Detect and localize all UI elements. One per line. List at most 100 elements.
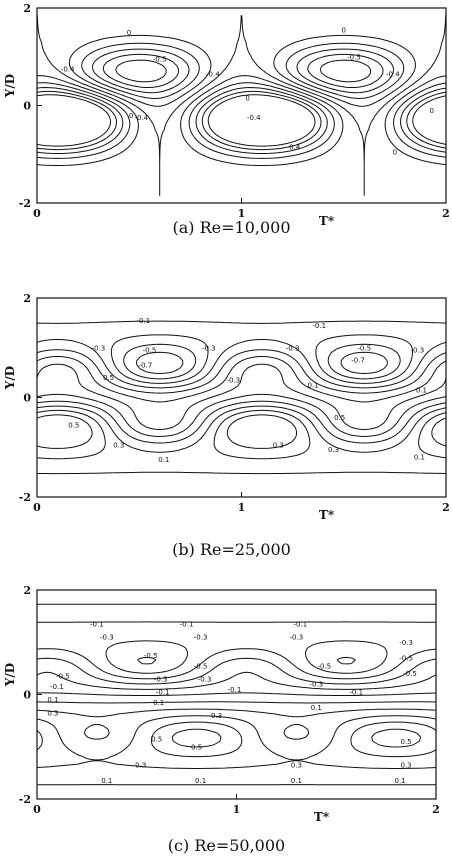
contour-line <box>37 82 446 159</box>
contour-value-label: 0.5 <box>191 743 202 751</box>
contour-value-label: 0.1 <box>395 777 406 785</box>
contour-value-label: -0.5 <box>347 53 361 61</box>
contour-value-label: -0.5 <box>357 344 371 352</box>
y-tick-label: -2 <box>19 197 31 210</box>
x-tick-label: 0 <box>33 803 41 816</box>
plot-frame <box>36 297 447 498</box>
contour-line <box>105 640 388 674</box>
contour-value-label: -0.3 <box>411 347 425 355</box>
contour-value-label: 0.5 <box>151 735 162 743</box>
contour-value-label: 0 <box>245 95 249 103</box>
contour-value-label: -0.3 <box>290 634 304 642</box>
contour-value-label: 0.1 <box>158 456 169 464</box>
contour-value-label: 0.1 <box>47 696 58 704</box>
contour-line <box>37 708 436 786</box>
contour-value-label: -0.4 <box>247 114 261 122</box>
contour-value-label: -0.1 <box>156 688 170 696</box>
contour-value-label: 0 <box>342 26 346 34</box>
contour-line <box>81 42 405 99</box>
contour-value-label: -0.1 <box>90 620 104 628</box>
contour-line <box>37 94 446 147</box>
contour-value-label: -0.4 <box>206 70 220 78</box>
contour-line <box>37 75 446 166</box>
contour-line <box>37 400 446 444</box>
contour-lines <box>37 15 446 196</box>
contour-value-label: 0.1 <box>195 777 206 785</box>
x-tick-label: 2 <box>442 207 450 220</box>
contour-value-label: -0.3 <box>154 675 168 683</box>
contour-value-label: 0.3 <box>47 709 58 717</box>
x-tick-label: 0 <box>33 501 41 514</box>
contour-line <box>37 87 446 154</box>
y-tick-label: -2 <box>19 491 31 504</box>
contour-value-label: 0.1 <box>291 777 302 785</box>
panel-caption: (c) Re=50,000 <box>168 836 285 855</box>
contour-value-label: 0.1 <box>101 777 112 785</box>
contour-value-label: -0.5 <box>56 673 70 681</box>
contour-line <box>171 728 421 748</box>
contour-value-label: 0.4 <box>289 143 301 151</box>
contour-value-label: 0.3 <box>401 762 412 770</box>
contour-value-label: 0.1 <box>153 699 164 707</box>
contour-line <box>37 715 436 769</box>
y-tick-label: 2 <box>23 2 31 15</box>
contour-value-label: 0.3 <box>328 446 339 454</box>
contour-value-label: -0.5 <box>143 347 157 355</box>
contour-value-label: 0 <box>429 107 433 115</box>
x-axis-label: T* <box>319 214 335 228</box>
x-tick-label: 2 <box>432 803 440 816</box>
contour-value-label: -0.7 <box>139 362 153 370</box>
contour-line <box>37 405 446 475</box>
contour-value-label: -0.4 <box>134 114 148 122</box>
contour-line <box>37 671 436 690</box>
y-tick-label: 2 <box>23 292 31 305</box>
contour-value-label: -0.5 <box>144 652 158 660</box>
contour-panel-2: 0 1 220-2T*Y/D-0.1-0.1-0.3 -0.5-0.7-0.3 -0.3… <box>3 292 450 559</box>
contour-line <box>37 393 446 437</box>
contour-line <box>37 409 446 460</box>
contour-panel-1: 0 1 220-2T*Y/D0-0.4-0.5-0.4-0.4000-0.5-0.4… <box>3 2 450 237</box>
contour-value-label: 0.3 <box>135 762 146 770</box>
contour-value-label: -0.5 <box>153 56 167 64</box>
x-tick-label: 0 <box>33 207 41 220</box>
contour-line <box>92 48 395 94</box>
contour-line <box>37 692 436 696</box>
contour-value-label: 0.5 <box>334 414 345 422</box>
contour-lines <box>37 603 436 786</box>
contour-value-label: -0.4 <box>61 65 75 73</box>
y-tick-label: 2 <box>23 584 31 597</box>
contour-value-label: -0.4 <box>386 70 400 78</box>
contour-value-label: -0.3 <box>399 639 413 647</box>
contour-value-label: 0.3 <box>291 762 302 770</box>
contour-value-label: 0.1 <box>311 704 322 712</box>
contour-value-label: -0.3 <box>198 675 212 683</box>
contour-line <box>37 621 436 680</box>
contour-line <box>136 351 388 374</box>
contour-value-label: -0.5 <box>399 654 413 662</box>
contour-value-label: -0.5 <box>317 662 331 670</box>
contour-line <box>110 334 413 384</box>
contour-line <box>37 349 446 394</box>
x-axis-label: T* <box>319 508 335 522</box>
y-tick-label: 0 <box>23 689 31 702</box>
contour-value-label: -0.5 <box>403 670 417 678</box>
contour-value-label: -0.7 <box>351 357 365 365</box>
contour-value-label: -0.3 <box>92 344 106 352</box>
contour-line <box>137 656 356 665</box>
contour-value-label: -0.3 <box>226 377 240 385</box>
x-tick-label: 1 <box>238 501 246 514</box>
contour-value-label: 0.5 <box>103 374 114 382</box>
contour-value-label: -0.1 <box>50 683 64 691</box>
y-axis-label: Y/D <box>3 74 17 98</box>
x-tick-label: 1 <box>238 207 246 220</box>
y-tick-label: 0 <box>23 100 31 113</box>
x-axis-label: T* <box>314 810 330 824</box>
contour-value-label: 0.1 <box>414 454 425 462</box>
contour-value-label: 0 <box>127 29 131 37</box>
contour-value-label: 0.3 <box>273 441 284 449</box>
contour-value-label: -0.5 <box>194 662 208 670</box>
contour-panel-3: 0 1 220-2T*Y/D-0.1 -0.1 -0.1-0.3 -0.3 -0.3-0.3… <box>3 584 440 855</box>
contour-value-label: 0.3 <box>113 441 124 449</box>
contour-line <box>37 603 436 685</box>
